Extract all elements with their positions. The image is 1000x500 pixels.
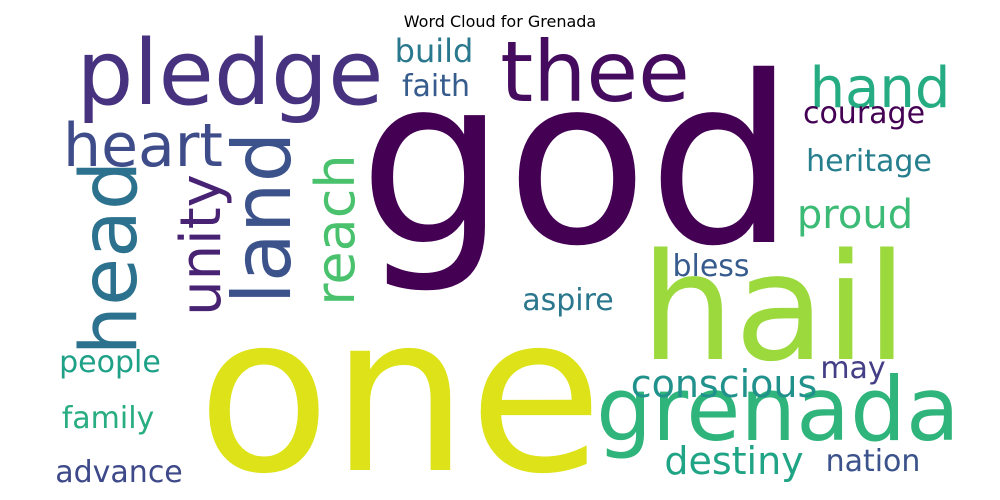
word-hail: hail bbox=[641, 222, 908, 394]
word-grenada: grenada bbox=[596, 358, 960, 461]
word-faith: faith bbox=[402, 69, 470, 104]
word-advance: advance bbox=[55, 455, 183, 490]
word-land: land bbox=[216, 132, 309, 305]
word-heart: heart bbox=[63, 111, 223, 181]
word-reach: reach bbox=[304, 154, 367, 305]
word-hand: hand bbox=[810, 56, 951, 121]
word-conscious: conscious bbox=[631, 362, 818, 406]
word-nation: nation bbox=[826, 444, 921, 479]
word-pledge: pledge bbox=[76, 21, 383, 126]
word-proud: proud bbox=[797, 192, 913, 238]
word-one: one bbox=[197, 269, 603, 500]
word-people: people bbox=[59, 345, 161, 380]
word-build: build bbox=[395, 32, 474, 70]
word-head: head bbox=[65, 161, 155, 356]
word-god: god bbox=[359, 27, 795, 297]
word-aspire: aspire bbox=[522, 283, 614, 318]
word-destiny: destiny bbox=[664, 439, 803, 483]
word-may: may bbox=[820, 351, 885, 386]
word-thee: thee bbox=[500, 23, 690, 121]
word-family: family bbox=[62, 401, 155, 436]
word-heritage: heritage bbox=[806, 144, 932, 179]
word-courage: courage bbox=[803, 96, 925, 131]
chart-title: Word Cloud for Grenada bbox=[403, 12, 597, 31]
word-bless: bless bbox=[672, 249, 749, 284]
word-unity: unity bbox=[169, 174, 234, 316]
